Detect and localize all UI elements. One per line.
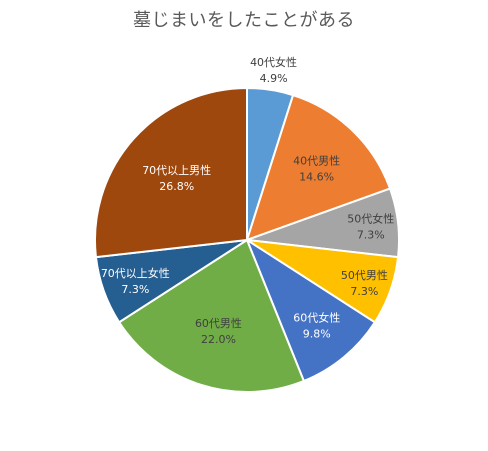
pie-slice: [244, 237, 377, 383]
pie-slice: [245, 93, 392, 242]
slice-category-label: 50代女性: [347, 212, 394, 226]
pie-slice: [117, 238, 306, 393]
slice-category-label: 60代男性: [195, 316, 242, 330]
slice-value-label: 7.3%: [121, 283, 149, 296]
slice-value-label: 7.3%: [357, 229, 385, 242]
slice-value-label: 22.0%: [201, 333, 236, 346]
slice-category-label: 60代女性: [293, 310, 340, 324]
slice-value-label: 14.6%: [299, 171, 334, 184]
slice-category-label: 40代男性: [293, 154, 340, 168]
slice-category-label: 50代男性: [341, 268, 388, 282]
slice-value-label: 26.8%: [159, 180, 194, 193]
slice-value-label: 7.3%: [350, 285, 378, 298]
slice-value-label: 4.9%: [260, 72, 288, 85]
slice-value-label: 9.8%: [303, 327, 331, 340]
chart-title: 墓じまいをしたことがある: [133, 10, 355, 31]
slice-category-label: 70代以上男性: [142, 163, 211, 177]
slice-category-label: 40代女性: [250, 55, 297, 69]
pie-slice: [94, 86, 248, 259]
slice-category-label: 70代以上女性: [101, 266, 170, 280]
slices-layer: [94, 86, 400, 393]
labels-layer: 40代女性 4.9% 40代男性 14.6% 50代女性 7.3% 50代男性 7.3% 60代…: [101, 55, 394, 346]
